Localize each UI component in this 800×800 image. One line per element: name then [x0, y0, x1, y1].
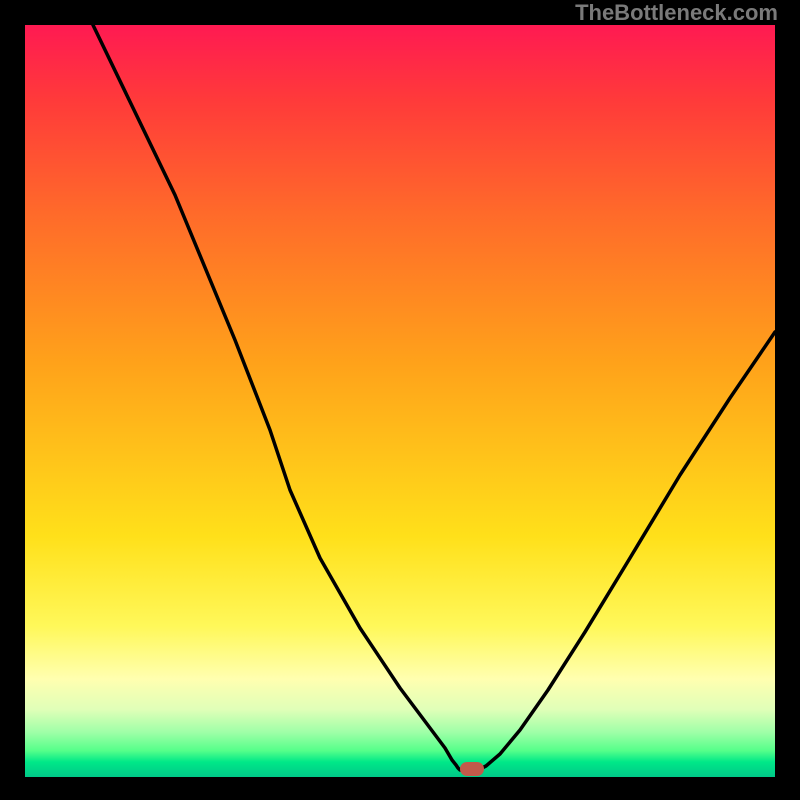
watermark-text: TheBottleneck.com [575, 0, 778, 26]
chart-frame: TheBottleneck.com [0, 0, 800, 800]
plot-area [25, 25, 775, 777]
optimal-marker [460, 762, 484, 776]
